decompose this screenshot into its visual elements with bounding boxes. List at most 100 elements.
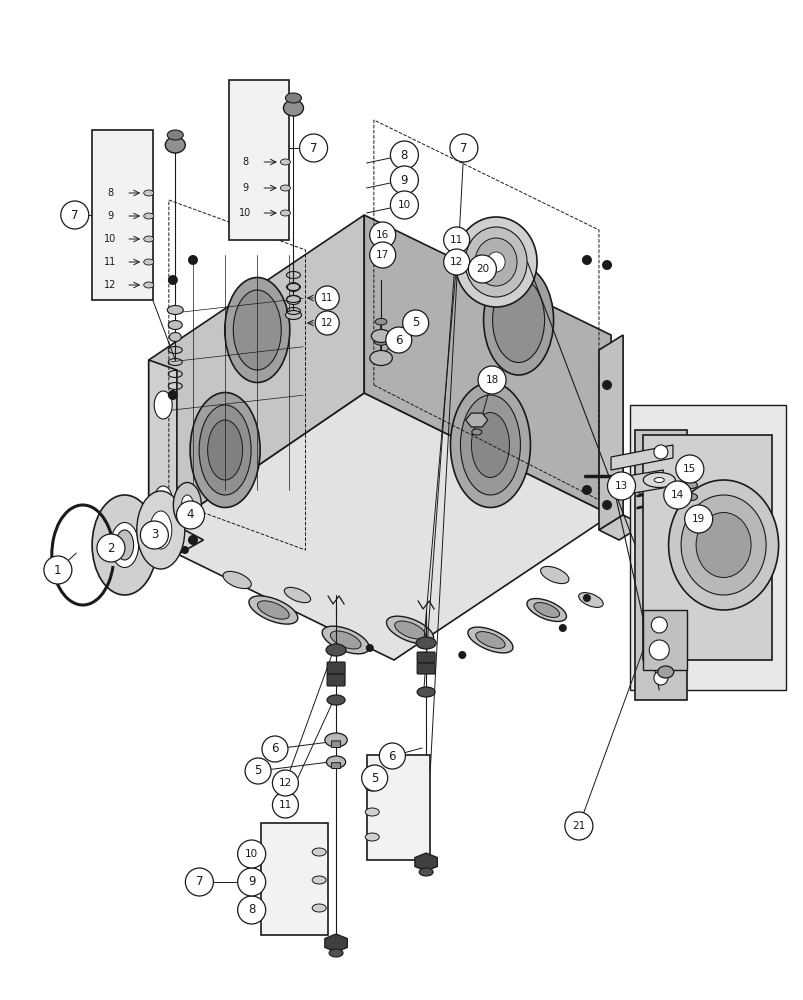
Circle shape [365,644,373,652]
Ellipse shape [284,587,310,603]
Text: 10: 10 [104,234,116,244]
Circle shape [601,260,611,270]
Circle shape [402,310,428,336]
Text: 12: 12 [279,778,291,788]
Circle shape [478,366,505,394]
Text: 9: 9 [107,211,113,221]
Ellipse shape [137,491,185,569]
Ellipse shape [330,631,361,649]
Ellipse shape [374,338,387,345]
Ellipse shape [371,330,390,343]
Circle shape [558,624,566,632]
Ellipse shape [475,238,516,286]
Ellipse shape [287,282,299,291]
Text: 6: 6 [388,750,396,762]
Circle shape [468,255,495,283]
Polygon shape [366,755,430,860]
Ellipse shape [649,640,668,660]
Ellipse shape [685,493,696,500]
Circle shape [565,812,592,840]
Circle shape [315,286,339,310]
Ellipse shape [144,236,153,242]
Text: 7: 7 [309,142,317,155]
FancyBboxPatch shape [417,663,434,674]
Text: 18: 18 [485,375,498,385]
Text: 14: 14 [671,490,683,500]
FancyBboxPatch shape [331,763,340,768]
Text: 9: 9 [242,183,248,193]
Ellipse shape [467,627,512,653]
Ellipse shape [116,530,133,560]
Ellipse shape [654,478,663,483]
Circle shape [188,255,198,265]
Text: 9: 9 [400,174,408,186]
Text: 17: 17 [376,250,389,260]
Text: 5: 5 [254,764,262,778]
Circle shape [44,556,71,584]
Circle shape [181,546,189,554]
Text: 8: 8 [247,904,255,916]
Text: 4: 4 [186,508,194,522]
Polygon shape [149,393,610,660]
Text: 10: 10 [245,849,258,859]
Ellipse shape [168,320,182,330]
Ellipse shape [181,495,193,515]
Circle shape [601,500,611,510]
Circle shape [245,758,271,784]
Text: 15: 15 [683,464,695,474]
Ellipse shape [225,278,289,383]
Text: 5: 5 [370,772,378,784]
Text: 13: 13 [614,481,627,491]
Text: 20: 20 [475,264,488,274]
Ellipse shape [680,495,765,595]
Circle shape [238,868,265,896]
Ellipse shape [280,210,290,216]
Ellipse shape [285,310,301,320]
Polygon shape [598,335,622,530]
Ellipse shape [454,217,536,307]
Polygon shape [324,934,347,952]
Ellipse shape [285,93,301,103]
Polygon shape [414,853,437,871]
Circle shape [361,765,387,791]
Circle shape [684,505,711,533]
Text: 10: 10 [397,200,410,210]
Ellipse shape [233,290,281,370]
Text: 11: 11 [279,800,291,810]
Circle shape [168,390,177,400]
Text: 11: 11 [104,257,116,267]
Ellipse shape [312,904,326,912]
Ellipse shape [92,495,157,595]
Text: 12: 12 [104,280,116,290]
Ellipse shape [249,596,297,624]
Polygon shape [629,405,785,690]
Circle shape [238,840,265,868]
Ellipse shape [169,332,181,342]
Ellipse shape [326,644,345,656]
Text: 8: 8 [107,188,113,198]
Circle shape [188,535,198,545]
Circle shape [385,327,411,353]
Text: 7: 7 [459,142,467,155]
Ellipse shape [526,599,566,621]
Circle shape [601,380,611,390]
Ellipse shape [386,616,433,644]
Ellipse shape [450,383,530,508]
Ellipse shape [199,405,251,495]
Ellipse shape [369,351,392,365]
Circle shape [262,736,287,762]
Ellipse shape [322,626,369,654]
Circle shape [141,521,168,549]
Ellipse shape [154,391,172,419]
Ellipse shape [257,601,289,619]
Text: 16: 16 [376,230,389,240]
Ellipse shape [207,420,243,480]
Ellipse shape [165,137,185,153]
Ellipse shape [417,687,434,697]
Circle shape [97,534,124,562]
Circle shape [390,166,418,194]
Ellipse shape [167,130,183,140]
Ellipse shape [326,756,345,768]
Ellipse shape [365,808,379,816]
Polygon shape [598,515,642,540]
